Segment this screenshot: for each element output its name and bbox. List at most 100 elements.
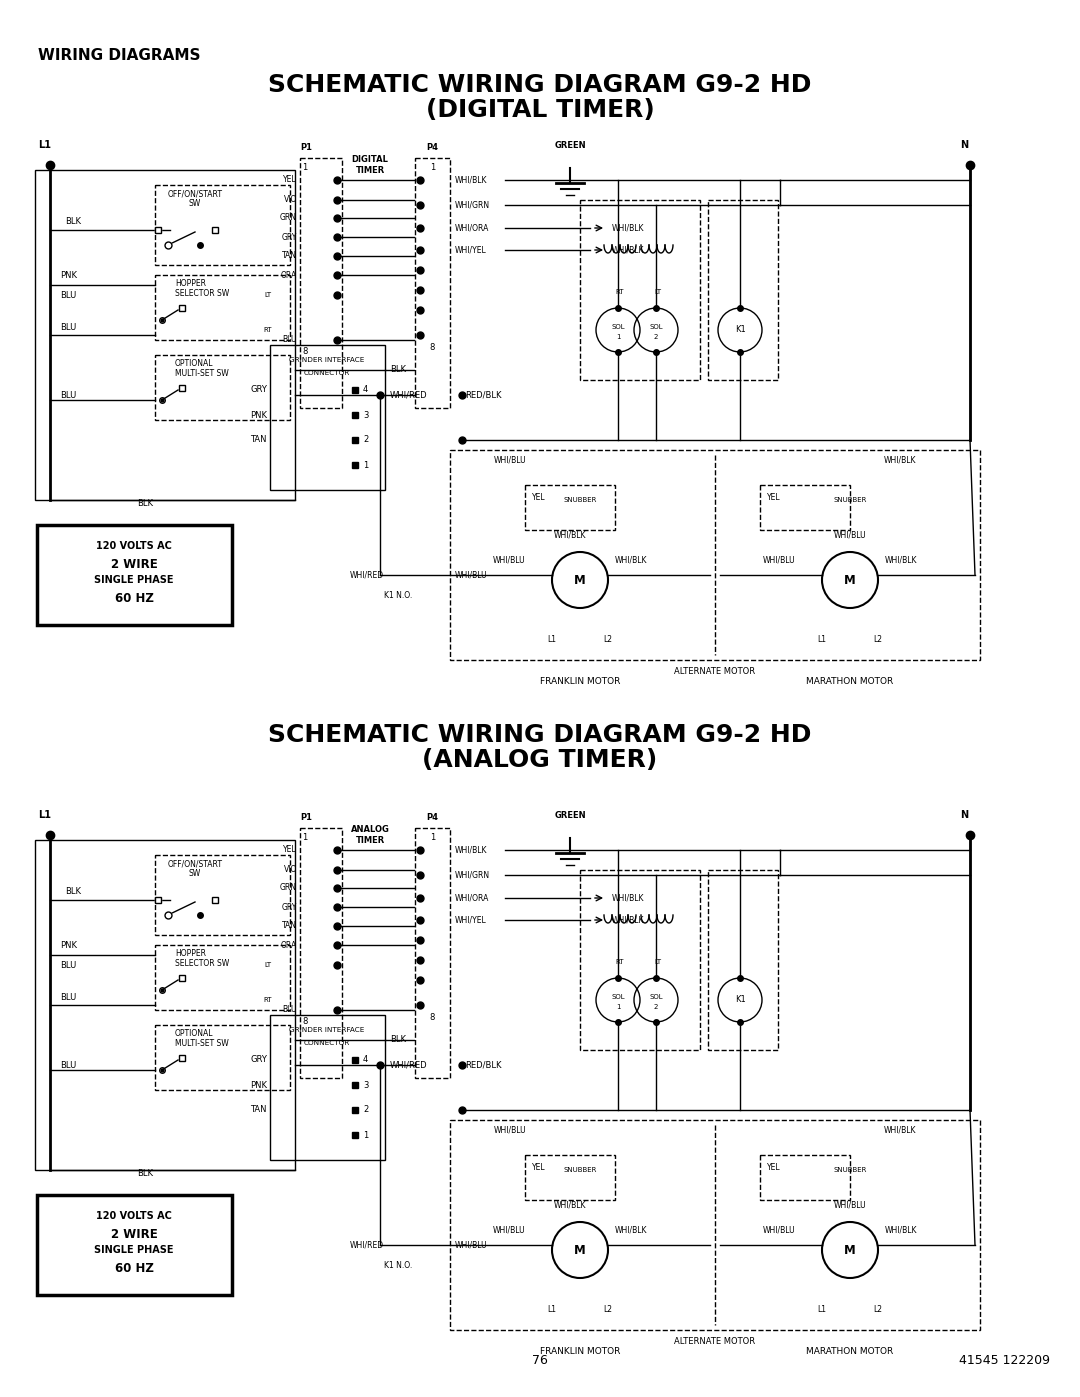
Text: BLU: BLU [60,993,77,1003]
Text: HOPPER: HOPPER [175,278,206,288]
Text: 1: 1 [616,334,620,339]
Text: SOL: SOL [611,324,625,330]
Text: BLK: BLK [137,499,153,507]
Text: HOPPER: HOPPER [175,949,206,957]
Text: SINGLE PHASE: SINGLE PHASE [94,576,174,585]
Text: RT: RT [264,327,272,332]
Text: OFF/ON/START: OFF/ON/START [167,190,222,198]
Text: 1: 1 [302,834,308,842]
Text: WHI/BLK: WHI/BLK [615,556,648,564]
Text: SINGLE PHASE: SINGLE PHASE [94,1245,174,1255]
Bar [156,944,291,1010]
Text: P4: P4 [427,144,438,152]
Text: 8: 8 [430,342,435,352]
Text: WHI/BLU: WHI/BLU [455,570,488,580]
Text: M: M [575,1243,585,1256]
Text: WHI/BLK: WHI/BLK [455,176,487,184]
Text: 41545 122209: 41545 122209 [959,1354,1050,1366]
Bar [580,870,700,1051]
Text: ALTERNATE MOTOR: ALTERNATE MOTOR [674,1337,756,1347]
Text: WHI/BLK: WHI/BLK [554,531,586,539]
Text: 2 WIRE: 2 WIRE [110,1228,158,1241]
Text: M: M [845,1243,855,1256]
Text: WHI/BLU: WHI/BLU [762,556,795,564]
Text: YEL: YEL [767,493,781,503]
Text: K1 N.O.: K1 N.O. [384,591,413,599]
Text: L1: L1 [548,1306,556,1315]
Text: SOL: SOL [649,324,663,330]
Text: WHI/BLK: WHI/BLK [612,246,645,254]
Text: GRY: GRY [282,902,297,911]
Text: YEL: YEL [532,493,545,503]
Text: L1: L1 [818,1306,826,1315]
Text: BLK: BLK [65,218,81,226]
Text: MULTI-SET SW: MULTI-SET SW [175,369,229,377]
Text: BLK: BLK [65,887,81,897]
Text: MARATHON MOTOR: MARATHON MOTOR [807,1348,893,1356]
Text: LT: LT [654,289,662,295]
Text: 3: 3 [363,411,368,419]
Text: WHI/BLK: WHI/BLK [885,1225,918,1235]
Bar [760,1155,850,1200]
Text: LT: LT [265,963,271,968]
Text: SCHEMATIC WIRING DIAGRAM G9-2 HD: SCHEMATIC WIRING DIAGRAM G9-2 HD [268,724,812,747]
Text: GRY: GRY [251,386,267,394]
Text: WHI/BLU: WHI/BLU [455,1241,488,1249]
Text: WHI/ORA: WHI/ORA [455,894,489,902]
Text: GRY: GRY [251,1056,267,1065]
Text: SELECTOR SW: SELECTOR SW [175,958,229,968]
Bar [300,158,342,408]
Text: VIO: VIO [284,196,297,204]
Text: FRANKLIN MOTOR: FRANKLIN MOTOR [540,1348,620,1356]
Text: MULTI-SET SW: MULTI-SET SW [175,1038,229,1048]
Text: WHI/BLK: WHI/BLK [455,845,487,855]
Text: CONNECTOR: CONNECTOR [303,1039,350,1046]
Text: VIO: VIO [284,866,297,875]
Bar [525,1155,615,1200]
Text: WHI/RED: WHI/RED [350,1241,384,1249]
Text: WHI/BLU: WHI/BLU [834,531,866,539]
Text: RT: RT [264,997,272,1003]
Text: YEL: YEL [532,1164,545,1172]
Text: SOL: SOL [649,995,663,1000]
Text: SOL: SOL [611,995,625,1000]
Text: 1: 1 [430,163,435,172]
Text: BLK: BLK [137,1168,153,1178]
Text: 2: 2 [363,1105,368,1115]
Text: PNK: PNK [60,940,77,950]
Text: 8: 8 [302,1017,308,1027]
Text: (DIGITAL TIMER): (DIGITAL TIMER) [426,98,654,122]
Text: 1: 1 [302,163,308,172]
Text: LT: LT [654,958,662,965]
Text: RT: RT [616,289,624,295]
Text: RT: RT [616,958,624,965]
Text: L2: L2 [604,636,612,644]
Text: L1: L1 [38,140,51,149]
Text: YEL: YEL [767,1164,781,1172]
Text: SNUBBER: SNUBBER [564,1166,596,1173]
Text: YEL: YEL [283,845,297,855]
Text: PNK: PNK [60,271,77,279]
Text: L1: L1 [548,636,556,644]
Text: RED/BLK: RED/BLK [465,391,501,400]
Text: CONNECTOR: CONNECTOR [303,370,350,376]
Text: BLU: BLU [60,961,77,970]
Bar [35,170,295,500]
Text: PNK: PNK [249,411,267,419]
Text: TAN: TAN [251,1105,267,1115]
Text: LT: LT [265,292,271,298]
Text: 120 VOLTS AC: 120 VOLTS AC [96,541,172,550]
Text: WHI/RED: WHI/RED [390,391,428,400]
Bar [156,275,291,339]
Text: P1: P1 [300,813,312,823]
Text: 120 VOLTS AC: 120 VOLTS AC [96,1211,172,1221]
Text: OFF/ON/START: OFF/ON/START [167,859,222,869]
Text: TAN: TAN [282,922,297,930]
Text: BLU: BLU [283,1006,297,1014]
Text: SCHEMATIC WIRING DIAGRAM G9-2 HD: SCHEMATIC WIRING DIAGRAM G9-2 HD [268,73,812,96]
Text: RED/BLK: RED/BLK [465,1060,501,1070]
Text: 8: 8 [302,348,308,356]
Bar [37,525,232,624]
Bar [708,200,778,380]
Text: GRY: GRY [282,232,297,242]
